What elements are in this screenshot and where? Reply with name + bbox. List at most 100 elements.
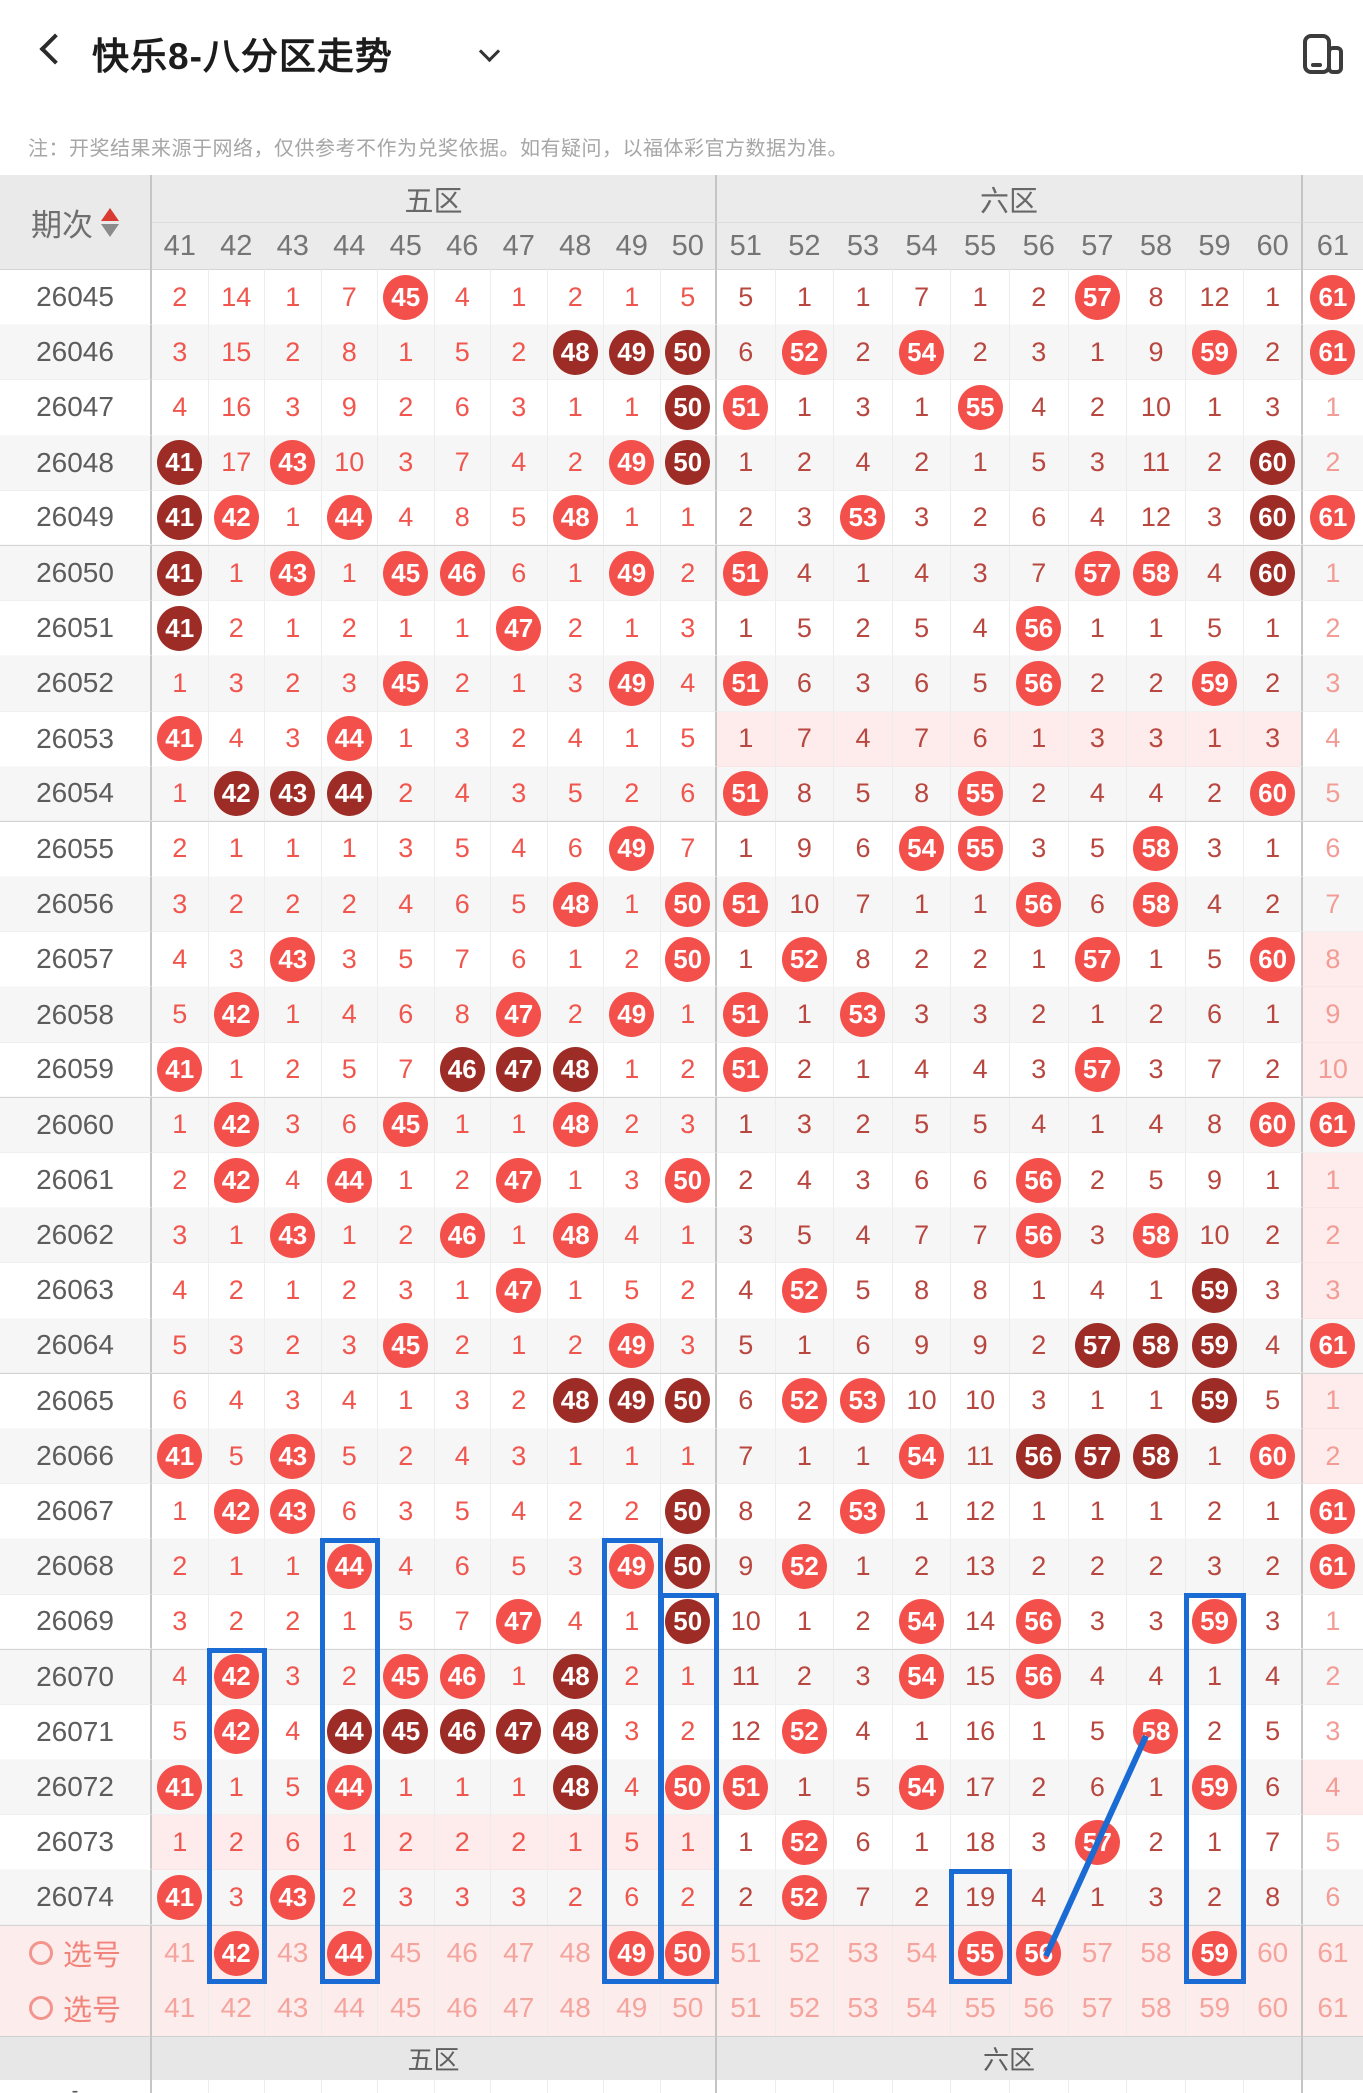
pick-number[interactable]: 60 xyxy=(1257,1937,1289,1969)
pick-number[interactable]: 45 xyxy=(390,1937,422,1969)
pick-number[interactable]: 60 xyxy=(1257,1992,1289,2024)
pick-number[interactable]: 57 xyxy=(1081,1992,1113,2024)
miss-count: 1 xyxy=(1089,1109,1105,1140)
ball-cell: 52 xyxy=(776,1539,835,1595)
ball-light-50[interactable]: 50 xyxy=(665,1930,711,1976)
pick-number[interactable]: 61 xyxy=(1317,1992,1349,2024)
ball-light-42[interactable]: 42 xyxy=(213,1930,259,1976)
miss-cell: 3 xyxy=(1244,1263,1303,1319)
ball-light-60: 60 xyxy=(1250,1102,1296,1148)
ball-light-55[interactable]: 55 xyxy=(957,1930,1003,1976)
miss-count: 5 xyxy=(624,1826,640,1857)
miss-cell: 4 xyxy=(661,656,717,712)
ball-cell: 52 xyxy=(776,1870,835,1925)
miss-count: 2 xyxy=(454,667,470,698)
ball-cell: 41 xyxy=(152,1042,209,1097)
miss-cell: 3 xyxy=(435,1373,491,1429)
circle-outline-icon[interactable] xyxy=(28,1996,53,2021)
circle-outline-icon[interactable] xyxy=(28,1941,53,1966)
ball-light-49[interactable]: 49 xyxy=(609,1930,655,1976)
ball-light-59[interactable]: 59 xyxy=(1192,1930,1238,1976)
pick-number[interactable]: 58 xyxy=(1140,1937,1172,1969)
miss-count: 10 xyxy=(906,1385,937,1416)
miss-cell: 2 xyxy=(378,1428,435,1485)
pick-number[interactable]: 50 xyxy=(672,1992,704,2024)
miss-cell: 1 xyxy=(1069,1484,1128,1540)
pick-number[interactable]: 48 xyxy=(559,1937,591,1969)
miss-cell: 1 xyxy=(604,877,661,933)
miss-count: 2 xyxy=(341,888,357,919)
miss-count: 2 xyxy=(1325,447,1341,478)
pick-number[interactable]: 51 xyxy=(730,1992,762,2024)
table-row-26065: 26065 6 4 3 4 1 3 2 48 49 50 6 52 53 10 10 3 1 1 59 5 1 xyxy=(0,1373,1363,1429)
ball-light-49: 49 xyxy=(609,826,655,872)
pick-number[interactable]: 43 xyxy=(277,1937,309,1969)
miss-count: 2 xyxy=(972,943,988,974)
pick-number[interactable]: 58 xyxy=(1140,1992,1172,2024)
pick-number[interactable]: 43 xyxy=(277,1992,309,2024)
pick-number[interactable]: 44 xyxy=(333,1992,365,2024)
miss-count: 6 xyxy=(454,1550,470,1581)
footer-spacer xyxy=(0,2035,152,2080)
pick-number[interactable]: 47 xyxy=(503,1937,535,1969)
miss-cell: 7 xyxy=(893,1208,952,1264)
miss-count: 2 xyxy=(796,1661,812,1692)
pick-number[interactable]: 51 xyxy=(730,1937,762,1969)
pick-number[interactable]: 54 xyxy=(906,1937,938,1969)
miss-count: 1 xyxy=(341,557,357,588)
miss-count: 1 xyxy=(228,1053,244,1084)
miss-count: 4 xyxy=(567,723,583,754)
miss-count: 1 xyxy=(1089,999,1105,1030)
pick-number[interactable]: 56 xyxy=(1023,1992,1055,2024)
pick-number[interactable]: 59 xyxy=(1198,1992,1231,2024)
period-column-header[interactable]: 期次 xyxy=(0,175,152,270)
ball-light-44[interactable]: 44 xyxy=(326,1930,372,1976)
miss-cell: 1 xyxy=(893,1484,952,1540)
pick-number[interactable]: 46 xyxy=(446,1937,478,1969)
pick-number[interactable]: 61 xyxy=(1317,1937,1349,1969)
column-header-56: 56 xyxy=(1009,223,1069,270)
miss-count: 3 xyxy=(1325,1274,1341,1305)
pick-number[interactable]: 55 xyxy=(964,1992,996,2024)
pick-number[interactable]: 47 xyxy=(503,1992,535,2024)
pick-number[interactable]: 49 xyxy=(616,1992,648,2024)
pick-number[interactable]: 52 xyxy=(788,1937,820,1969)
miss-cell: 1 xyxy=(717,711,776,767)
miss-count: 5 xyxy=(914,1109,930,1140)
pick-number[interactable]: 53 xyxy=(847,1937,879,1969)
miss-cell: 4 xyxy=(951,601,1010,657)
miss-count: 8 xyxy=(972,1274,988,1305)
miss-count: 2 xyxy=(855,1109,871,1140)
miss-cell: 1 xyxy=(378,1153,435,1209)
ball-cell: 44 xyxy=(322,1704,378,1761)
ball-cell: 50 xyxy=(661,1484,717,1540)
pick-number[interactable]: 41 xyxy=(164,1992,196,2024)
pick-number[interactable]: 41 xyxy=(164,1937,196,1969)
pick-number[interactable]: 54 xyxy=(906,1992,938,2024)
pick-number[interactable]: 42 xyxy=(220,1992,252,2024)
pick-number[interactable]: 46 xyxy=(446,1992,478,2024)
floating-window-icon[interactable] xyxy=(1301,34,1345,78)
miss-cell: 6 xyxy=(378,987,435,1043)
pick-number[interactable]: 53 xyxy=(847,1992,879,2024)
ball-light-56[interactable]: 56 xyxy=(1016,1930,1062,1976)
miss-cell: 14 xyxy=(951,1594,1010,1649)
pick-row-label-1[interactable]: 选号 xyxy=(0,1925,152,1981)
chevron-down-icon[interactable] xyxy=(478,40,501,63)
miss-cell: 1 xyxy=(322,545,378,602)
miss-cell: 3 xyxy=(265,1649,322,1705)
miss-cell: 6 xyxy=(661,766,717,821)
miss-count: 7 xyxy=(738,1440,754,1471)
miss-count: 4 xyxy=(398,1550,414,1581)
miss-count: 3 xyxy=(1265,1274,1281,1305)
pick-number[interactable]: 48 xyxy=(559,1992,591,2024)
pick-number[interactable]: 45 xyxy=(390,1992,422,2024)
back-icon[interactable] xyxy=(39,33,71,65)
pick-row-label-2[interactable]: 选号 xyxy=(0,1980,152,2036)
miss-cell: 2 xyxy=(1069,380,1128,436)
ball-dark-48: 48 xyxy=(552,1764,598,1810)
miss-cell: 16 xyxy=(209,380,265,436)
pick-number[interactable]: 52 xyxy=(788,1992,820,2024)
pick-number[interactable]: 57 xyxy=(1081,1937,1113,1969)
miss-cell: 4 xyxy=(1303,712,1363,767)
